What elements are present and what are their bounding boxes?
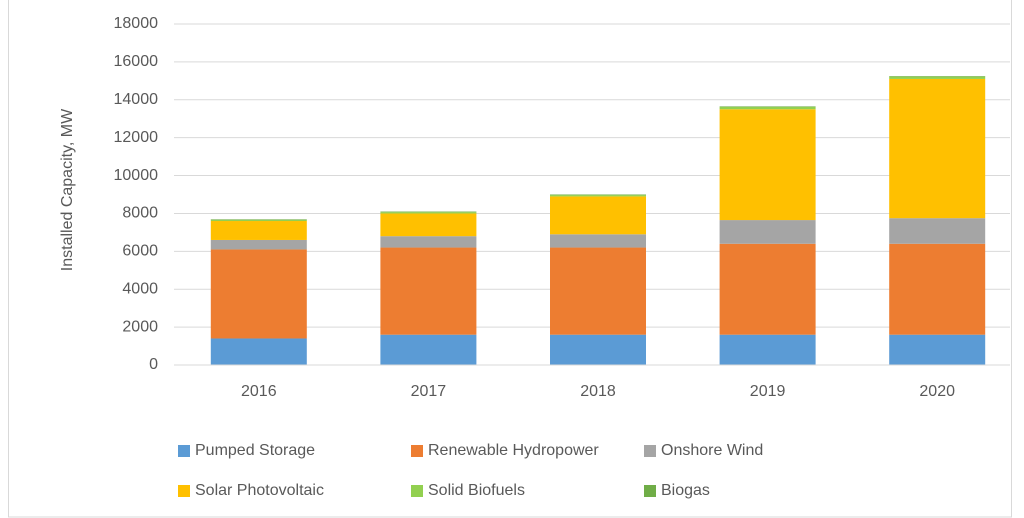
y-tick-label: 18000 — [114, 15, 159, 32]
bar-segment — [210, 221, 307, 240]
bar-segment — [210, 219, 307, 220]
y-tick-label: 10000 — [114, 167, 159, 184]
bar-segment — [719, 109, 816, 221]
bar-segment — [719, 243, 816, 335]
bar-segment — [889, 76, 986, 79]
legend-swatch — [644, 485, 656, 497]
bar-segment — [889, 78, 986, 219]
bar-segment — [380, 236, 477, 248]
bar-segment — [889, 243, 986, 335]
x-tick-label: 2016 — [241, 383, 277, 400]
bar-segment — [550, 196, 646, 235]
bar-segment — [210, 219, 307, 222]
bar-segment — [719, 106, 816, 107]
bar-segment — [719, 334, 816, 365]
bar-segment — [550, 234, 646, 248]
legend-label: Biogas — [661, 482, 710, 499]
x-tick-label: 2019 — [750, 383, 786, 400]
y-tick-label: 14000 — [114, 91, 159, 108]
bar-segment — [550, 247, 646, 335]
y-tick-label: 0 — [149, 356, 158, 373]
y-tick-label: 16000 — [114, 53, 159, 70]
x-tick-label: 2020 — [919, 383, 955, 400]
x-tick-label: 2017 — [411, 383, 447, 400]
y-axis-label: Installed Capacity, MW — [59, 108, 76, 271]
legend-swatch — [411, 445, 423, 457]
legend-swatch — [178, 445, 190, 457]
bar-segment — [380, 212, 477, 214]
y-tick-label: 8000 — [122, 205, 158, 222]
bar-segment — [380, 334, 477, 365]
y-tick-label: 12000 — [114, 129, 159, 146]
y-tick-label: 4000 — [122, 280, 158, 297]
legend-swatch — [411, 485, 423, 497]
bar-segment — [550, 195, 646, 197]
x-tick-label: 2018 — [580, 383, 616, 400]
bar-segment — [889, 218, 986, 244]
y-tick-label: 6000 — [122, 243, 158, 260]
legend-label: Onshore Wind — [661, 442, 763, 459]
bar-segment — [550, 194, 646, 196]
bar-segment — [719, 220, 816, 244]
bar-segment — [210, 239, 307, 250]
bar-segment — [719, 106, 816, 110]
legend-swatch — [644, 445, 656, 457]
legend-swatch — [178, 485, 190, 497]
bar-segment — [889, 76, 986, 77]
bar-segment — [380, 211, 477, 213]
legend-label: Renewable Hydropower — [428, 442, 599, 459]
bar-segment — [380, 213, 477, 237]
chart-frame — [8, 0, 1012, 518]
bar-segment — [889, 334, 986, 365]
legend-label: Solid Biofuels — [428, 482, 525, 499]
bar-segment — [380, 247, 477, 335]
y-tick-label: 2000 — [122, 318, 158, 335]
bar-segment — [210, 338, 307, 365]
bar-segment — [550, 334, 646, 365]
legend-label: Pumped Storage — [195, 442, 315, 459]
legend-label: Solar Photovoltaic — [195, 482, 324, 499]
bar-segment — [210, 249, 307, 339]
